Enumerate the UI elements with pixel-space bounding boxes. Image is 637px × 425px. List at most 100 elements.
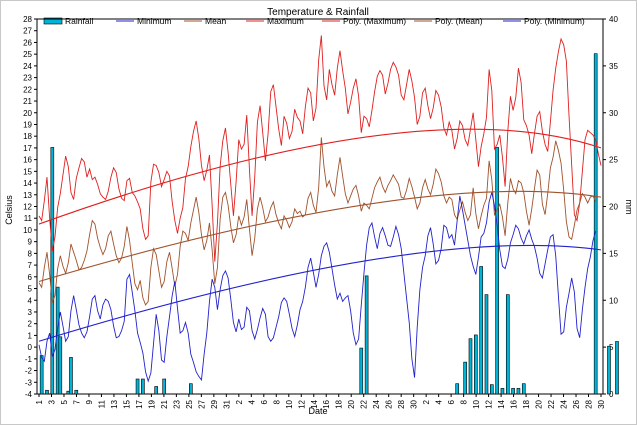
trend-poly-mean-	[38, 190, 602, 283]
series-line-maximum	[38, 35, 602, 262]
rainfall-bar	[607, 345, 611, 395]
x-tick-label: 31	[222, 399, 231, 408]
x-tick-label: 25	[185, 399, 194, 408]
left-tick-label: 19	[23, 120, 32, 129]
x-tick-label: 12	[485, 399, 494, 408]
left-tick-label: 23	[23, 74, 32, 83]
x-tick-label: 4	[435, 399, 444, 404]
legend-label: Maximum	[267, 16, 304, 26]
legend-label: Minimum	[137, 16, 171, 26]
trend-poly-maximum-	[38, 128, 602, 225]
rainfall-bar	[45, 389, 49, 395]
left-tick-label: -2	[25, 367, 33, 376]
left-tick-label: -3	[25, 378, 33, 387]
x-tick-label: 20	[347, 399, 356, 408]
x-tick-label: 10	[285, 399, 294, 408]
temperature-lines	[38, 35, 602, 383]
x-tick-label: 26	[572, 399, 581, 408]
rainfall-bar	[474, 334, 478, 395]
x-tick-label: 27	[197, 399, 206, 408]
rainfall-bar	[74, 389, 79, 395]
left-tick-label: 26	[23, 38, 32, 47]
left-tick-label: 3	[28, 308, 33, 317]
left-tick-label: 20	[23, 109, 32, 118]
left-tick-label: 25	[23, 50, 32, 59]
y-axis-right-title: mm	[624, 200, 634, 215]
trend-poly-minimum-	[38, 244, 602, 342]
left-axis: -4-3-2-101234567891011121314151617181920…	[23, 15, 37, 399]
rainfall-bar	[489, 384, 494, 395]
x-tick-label: 24	[372, 399, 381, 408]
left-tick-label: 17	[23, 144, 32, 153]
rainfall-bar	[58, 336, 63, 395]
rainfall-bar	[141, 378, 145, 395]
x-tick-label: 14	[310, 399, 319, 408]
rainfall-bar	[135, 378, 140, 395]
x-tick-label: 19	[147, 399, 156, 408]
x-tick-label: 8	[272, 399, 281, 404]
x-tick-label: 17	[135, 399, 144, 408]
legend-label: Rainfall	[65, 16, 93, 26]
x-tick-label: 28	[585, 399, 594, 408]
x-tick-label: 11	[97, 399, 106, 408]
series-line-minimum	[38, 192, 597, 383]
x-tick-label: 9	[85, 399, 94, 404]
x-tick-label: 18	[522, 399, 531, 408]
rainfall-bar	[162, 378, 166, 395]
left-tick-label: 24	[23, 62, 32, 71]
x-tick-label: 3	[47, 399, 56, 404]
left-tick-label: 28	[23, 15, 32, 24]
x-tick-label: 16	[510, 399, 519, 408]
x-tick-label: 22	[547, 399, 556, 408]
x-axis-title: Date	[308, 406, 327, 416]
left-tick-label: 0	[28, 343, 33, 352]
right-tick-label: 10	[609, 296, 618, 305]
rainfall-bar	[521, 383, 526, 395]
right-axis: 0 5 10 15 20 25 30 35 40	[603, 15, 618, 399]
x-tick-label: 6	[260, 399, 269, 404]
x-tick-label: 8	[460, 399, 469, 404]
left-tick-label: 8	[28, 249, 33, 258]
rainfall-bar	[516, 388, 521, 395]
legend-label: Poly. (Mean)	[435, 16, 483, 26]
rainfall-bar	[455, 383, 459, 395]
x-tick-label: 29	[210, 399, 219, 408]
x-tick-label: 20	[535, 399, 544, 408]
right-tick-label: 0	[609, 390, 614, 399]
left-tick-label: 12	[23, 203, 32, 212]
right-tick-label: 30	[609, 109, 618, 118]
rainfall-bar	[463, 361, 467, 395]
right-tick-label: 35	[609, 62, 618, 71]
x-tick-label: 30	[597, 399, 606, 408]
left-tick-label: 16	[23, 156, 32, 165]
x-axis: 1 3 5 7 9 11 13 15 17 19 21 23 25 27 29 31 2 4 6 8 10 12 14 16 1…	[35, 394, 606, 409]
x-tick-label: 23	[172, 399, 181, 408]
rainfall-bar	[500, 388, 505, 395]
x-tick-label: 22	[360, 399, 369, 408]
x-tick-label: 12	[297, 399, 306, 408]
left-tick-label: 11	[24, 214, 33, 223]
left-tick-label: 2	[28, 320, 33, 329]
legend-label: Mean	[205, 16, 227, 26]
rainfall-bar	[593, 53, 598, 395]
x-tick-label: 26	[385, 399, 394, 408]
x-tick-label: 5	[60, 399, 69, 404]
left-tick-label: -4	[25, 390, 33, 399]
y-axis-left-title: Celsius	[4, 195, 14, 225]
rainfall-bar	[189, 383, 193, 395]
legend-label: Poly. (Maximum)	[343, 16, 406, 26]
rainfall-bar	[484, 294, 489, 395]
x-tick-label: 24	[560, 399, 569, 408]
chart-title: Temperature & Rainfall	[267, 7, 369, 18]
rainfall-bar	[615, 341, 619, 395]
left-tick-label: 21	[23, 97, 32, 106]
rainfall-bar	[511, 388, 515, 395]
rainfall-bar	[50, 147, 55, 395]
left-tick-label: 15	[23, 167, 32, 176]
legend: Rainfall Minimum Mean Maximum Poly. (Maximum…	[43, 16, 585, 26]
x-tick-label: 13	[110, 399, 119, 408]
x-tick-label: 7	[72, 399, 81, 404]
x-tick-label: 2	[422, 399, 431, 404]
x-tick-label: 15	[122, 399, 131, 408]
left-tick-label: 22	[23, 85, 32, 94]
